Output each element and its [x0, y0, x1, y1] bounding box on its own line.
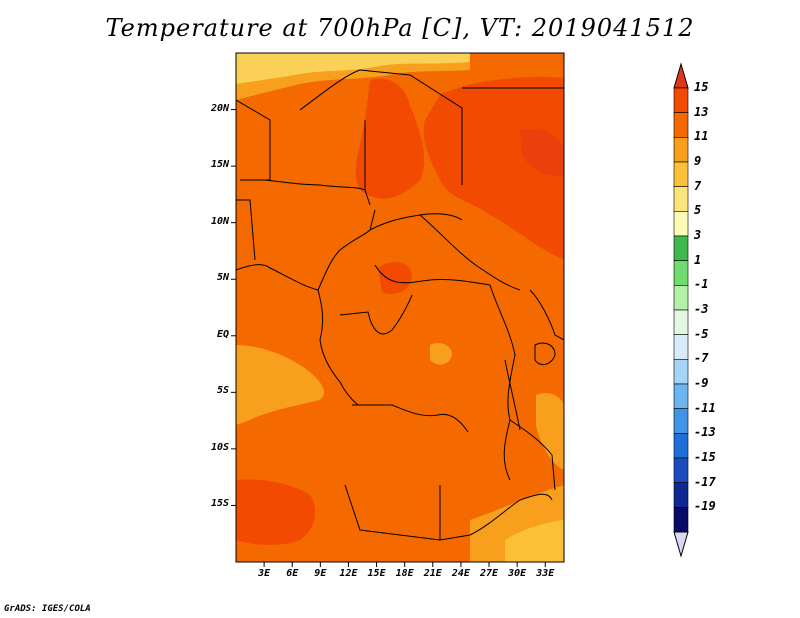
colorbar-label: -1 — [694, 277, 709, 292]
colorbar-label: -19 — [694, 499, 716, 514]
colorbar-label: -15 — [694, 450, 716, 464]
colorbar-label: -11 — [694, 400, 716, 415]
colorbar-segment — [673, 137, 689, 163]
colorbar-segment — [673, 408, 689, 434]
lat-label: 15N — [210, 159, 229, 171]
lat-label: 10N — [210, 215, 229, 227]
lat-label: 5N — [216, 272, 229, 284]
border-niger-nigeria — [264, 179, 371, 206]
colorbar-label: 1 — [694, 252, 702, 267]
lat-label: 10S — [210, 441, 229, 453]
border-west-africa — [236, 99, 271, 261]
warm-region-chad — [355, 78, 425, 199]
colorbar-label: -7 — [694, 351, 709, 366]
colorbar-label: 13 — [694, 104, 709, 119]
border-drc-angola — [352, 404, 469, 433]
border-zambia — [439, 485, 553, 540]
colorbar-segment — [673, 359, 689, 385]
warm-region-sahara-east — [423, 77, 564, 260]
map-frame — [235, 52, 565, 563]
warm-region-car — [378, 261, 412, 295]
border-cameroon — [317, 209, 376, 291]
lon-label: 21E — [423, 568, 442, 579]
colorbar-segment — [673, 235, 689, 261]
lake-tanganyika — [504, 359, 521, 431]
cool-region-congo-patch — [430, 343, 452, 365]
colorbar-label: -3 — [694, 302, 709, 316]
lon-label: 12E — [339, 568, 358, 579]
warm-region-east-patch — [520, 128, 564, 176]
coastline-west — [236, 264, 359, 406]
colorbar-label: 15 — [694, 80, 709, 94]
lon-label: 30E — [508, 568, 527, 579]
lon-label: 3E — [258, 568, 271, 579]
lat-label: 20N — [210, 102, 229, 114]
lon-label: 18E — [395, 568, 414, 579]
credit-text: GrADS: IGES/COLA — [4, 604, 91, 614]
axis-ticks — [231, 109, 546, 567]
lon-label: 27E — [479, 568, 499, 579]
cool-region-east-coast — [536, 393, 564, 470]
border-drc-east — [489, 284, 516, 481]
border-car-drc — [374, 264, 491, 286]
border-sudan-south — [419, 214, 521, 291]
colorbar-label: -17 — [694, 474, 716, 489]
lon-label: 33E — [536, 568, 555, 579]
colorbar-segment — [673, 457, 689, 483]
lat-label: 5S — [216, 385, 229, 397]
light-region-southeast — [505, 520, 564, 562]
colorbar-segment — [673, 112, 689, 138]
colorbar-segment — [673, 260, 689, 286]
colorbar-label: 5 — [694, 203, 702, 218]
border-tanzania — [509, 419, 556, 491]
border-libya-chad — [299, 69, 463, 185]
map-title: Temperature at 700hPa [C], VT: 201904151… — [105, 14, 695, 42]
colorbar-label: -13 — [694, 425, 716, 440]
lon-label: 9E — [314, 568, 327, 579]
colorbar-label: 11 — [694, 129, 709, 144]
lake-victoria — [534, 342, 556, 366]
colorbar-segment — [673, 507, 689, 533]
border-kenya — [529, 289, 564, 341]
colorbar-label: 7 — [694, 178, 702, 193]
colorbar-segment — [673, 433, 689, 459]
colorbar-segment — [673, 87, 689, 113]
lon-label: 6E — [286, 568, 299, 579]
colorbar-under-arrow — [673, 531, 689, 558]
colorbar-label: -9 — [694, 376, 709, 390]
light-region-north — [236, 53, 470, 84]
lat-label: EQ — [216, 328, 229, 340]
colorbar-over-arrow — [673, 62, 689, 89]
colorbar-segment — [673, 161, 689, 187]
border-congo-drc — [339, 294, 413, 335]
colorbar-label: 3 — [694, 228, 702, 242]
warm-region-namibia — [236, 479, 316, 545]
colorbar-segment — [673, 211, 689, 237]
colorbar-segment — [673, 334, 689, 360]
colorbar-segment — [673, 383, 689, 409]
colorbar-label: -5 — [694, 326, 709, 341]
border-angola-namibia — [344, 484, 471, 541]
lon-label: 24E — [451, 568, 470, 579]
lat-label: 15S — [210, 498, 229, 510]
lon-label: 15E — [367, 568, 386, 579]
colorbar-segment — [673, 186, 689, 212]
colorbar-segment — [673, 309, 689, 335]
colorbar-segment — [673, 482, 689, 508]
colorbar-segment — [673, 285, 689, 311]
cool-region-atlantic — [236, 345, 324, 425]
colorbar-label: 9 — [694, 154, 702, 168]
